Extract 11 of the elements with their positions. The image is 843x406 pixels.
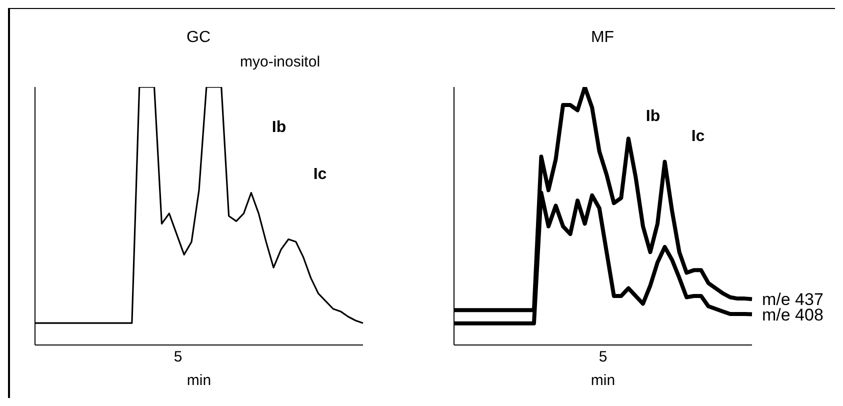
annotation: Ib bbox=[646, 108, 660, 126]
chart-title: MF bbox=[590, 29, 616, 47]
annotation: Ic bbox=[313, 166, 327, 184]
x-axis-title: min bbox=[186, 372, 212, 389]
annotation: Ib bbox=[272, 119, 286, 137]
annotation: Ic bbox=[691, 128, 705, 146]
x-axis-title: min bbox=[590, 372, 616, 389]
text: 5 bbox=[598, 348, 608, 366]
text: 5 bbox=[174, 348, 182, 366]
text: myo-inositol bbox=[240, 54, 320, 70]
chart-title: GC bbox=[186, 29, 212, 47]
